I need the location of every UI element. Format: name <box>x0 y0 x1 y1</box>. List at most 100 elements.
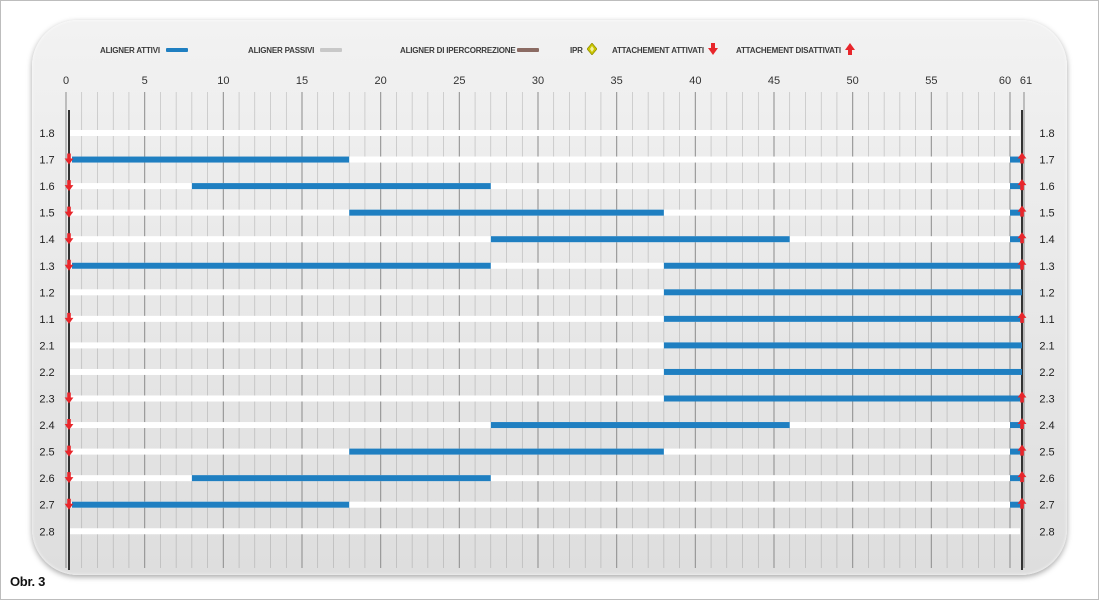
x-tick-label: 55 <box>925 75 937 87</box>
legend-label-attach-on: ATTACHEMENT ATTIVATI <box>612 45 704 55</box>
attachment-deactivated-arrow <box>1017 497 1027 509</box>
x-tick-label: 30 <box>532 75 544 87</box>
legend-label-overcorrection: ALIGNER DI IPERCORREZIONE <box>400 45 516 55</box>
legend-item-attach-off: ATTACHEMENT DISATTIVATI <box>736 40 855 60</box>
row-track <box>70 395 1020 402</box>
active-aligner-bar <box>191 183 491 190</box>
row-label-left: 2.3 <box>39 394 54 406</box>
legend-item-active: ALIGNER ATTIVI <box>100 40 188 60</box>
attachment-deactivated-arrow <box>1017 232 1027 244</box>
active-aligner-bar <box>191 475 491 482</box>
row-track <box>70 501 1020 508</box>
row-label-left: 1.2 <box>39 287 54 299</box>
row-track <box>70 315 1020 322</box>
attachment-activated-arrow <box>64 180 74 192</box>
row-label-left: 2.5 <box>39 447 54 459</box>
active-aligner-bar <box>72 501 350 508</box>
legend-item-attach-on: ATTACHEMENT ATTIVATI <box>612 40 718 60</box>
row-label-right: 1.3 <box>1039 261 1054 273</box>
active-aligner-bar <box>663 368 1022 375</box>
active-swatch <box>165 48 188 52</box>
active-aligner-bar <box>663 315 1022 322</box>
active-aligner-bar <box>663 262 1022 269</box>
arrow-down-icon <box>707 43 718 57</box>
attachment-deactivated-arrow <box>1017 152 1027 164</box>
ipr-diamond-icon <box>586 42 598 57</box>
row-label-right: 1.5 <box>1039 208 1054 220</box>
row-label-left: 2.4 <box>39 420 54 432</box>
row-label-right: 2.7 <box>1039 500 1054 512</box>
row-label-right: 2.8 <box>1039 526 1054 538</box>
row-label-left: 2.8 <box>39 526 54 538</box>
row-track <box>70 262 1020 269</box>
attachment-activated-arrow <box>64 498 74 510</box>
row-label-left: 1.3 <box>39 261 54 273</box>
row-label-right: 2.4 <box>1039 420 1054 432</box>
row-label-left: 1.7 <box>39 155 54 167</box>
attachment-deactivated-arrow <box>1017 205 1027 217</box>
active-aligner-bar <box>1010 183 1022 190</box>
attachment-deactivated-arrow <box>1017 311 1027 323</box>
attachment-activated-arrow <box>64 206 74 218</box>
row-label-right: 1.6 <box>1039 181 1054 193</box>
active-aligner-bar <box>1010 475 1022 482</box>
attachment-activated-arrow <box>64 445 74 457</box>
attachment-activated-arrow <box>64 233 74 245</box>
row-label-left: 1.8 <box>39 128 54 140</box>
row-label-right: 2.2 <box>1039 367 1054 379</box>
x-tick-label: 50 <box>847 75 859 87</box>
attachment-deactivated-arrow <box>1017 471 1027 483</box>
row-track <box>70 528 1020 535</box>
row-track <box>70 475 1020 482</box>
active-aligner-bar <box>1010 501 1022 508</box>
x-tick-label: 15 <box>296 75 308 87</box>
active-aligner-bar <box>663 289 1022 296</box>
chart-panel <box>32 20 1067 575</box>
attachment-activated-arrow <box>64 259 74 271</box>
active-aligner-bar <box>72 156 350 163</box>
x-tick-label: 5 <box>142 75 148 87</box>
row-label-left: 2.2 <box>39 367 54 379</box>
overcorrection-swatch <box>517 48 540 52</box>
active-aligner-bar <box>663 395 1022 402</box>
row-label-left: 2.7 <box>39 500 54 512</box>
row-label-right: 1.1 <box>1039 314 1054 326</box>
row-label-left: 2.1 <box>39 340 54 352</box>
legend: ALIGNER ATTIVI ALIGNER PASSIVI ALIGNER D… <box>0 40 1099 60</box>
legend-label-attach-off: ATTACHEMENT DISATTIVATI <box>736 45 841 55</box>
legend-item-passive: ALIGNER PASSIVI <box>248 40 343 60</box>
row-label-right: 2.1 <box>1039 340 1054 352</box>
row-track <box>70 183 1020 190</box>
legend-item-overcorrection: ALIGNER DI IPERCORREZIONE <box>400 40 540 60</box>
row-track <box>70 342 1020 349</box>
attachment-deactivated-arrow <box>1017 258 1027 270</box>
row-label-right: 2.5 <box>1039 447 1054 459</box>
x-tick-label: 40 <box>689 75 701 87</box>
active-aligner-bar <box>349 209 664 216</box>
row-track <box>70 156 1020 163</box>
legend-label-passive: ALIGNER PASSIVI <box>248 45 315 55</box>
x-tick-label: 20 <box>375 75 387 87</box>
attachment-activated-arrow <box>64 153 74 165</box>
legend-label-active: ALIGNER ATTIVI <box>100 45 160 55</box>
active-aligner-bar <box>1010 209 1022 216</box>
active-aligner-bar <box>1010 422 1022 429</box>
row-label-right: 1.8 <box>1039 128 1054 140</box>
x-tick-label: 61 <box>1020 75 1032 87</box>
row-label-left: 1.1 <box>39 314 54 326</box>
passive-swatch <box>320 48 343 52</box>
legend-label-ipr: IPR <box>570 45 583 55</box>
row-track <box>70 368 1020 375</box>
row-label-right: 1.4 <box>1039 234 1054 246</box>
row-label-left: 1.6 <box>39 181 54 193</box>
attachment-deactivated-arrow <box>1017 418 1027 430</box>
active-aligner-bar <box>1010 236 1022 243</box>
attachment-activated-arrow <box>64 419 74 431</box>
attachment-activated-arrow <box>64 312 74 324</box>
attachment-activated-arrow <box>64 392 74 404</box>
legend-item-ipr: IPR <box>570 40 598 60</box>
row-label-left: 2.6 <box>39 473 54 485</box>
row-label-right: 1.2 <box>1039 287 1054 299</box>
row-track <box>70 130 1020 136</box>
